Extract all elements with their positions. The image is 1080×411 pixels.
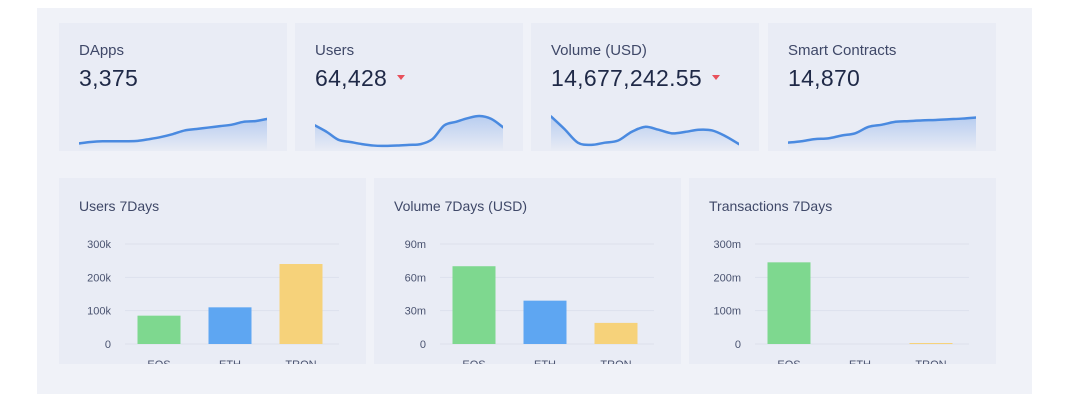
- y-tick-label: 60m: [405, 272, 426, 284]
- x-tick-label: TRON: [915, 359, 946, 364]
- stat-number: 64,428: [315, 65, 388, 91]
- y-tick-label: 300k: [87, 239, 111, 251]
- sparkline: [551, 115, 739, 151]
- x-tick-label: ETH: [219, 359, 241, 364]
- bar-chart: 0 100m 200m 300m EOS ETH TRON: [713, 239, 969, 364]
- bar-eth[interactable]: [208, 307, 252, 344]
- bar-eth[interactable]: [523, 300, 567, 344]
- sparkline-line: [315, 114, 503, 148]
- bar-tron[interactable]: [279, 264, 323, 344]
- sparkline-line: [788, 116, 976, 144]
- stat-number: 3,375: [79, 65, 139, 91]
- bar-eos[interactable]: [137, 315, 181, 344]
- stat-card-volume[interactable]: Volume (USD) 14,677,242.55: [531, 23, 759, 151]
- stat-value: 14,870: [788, 65, 860, 92]
- stat-card-dapps[interactable]: DApps 3,375: [59, 23, 287, 151]
- y-tick-label: 0: [735, 339, 741, 351]
- stat-label: Smart Contracts: [788, 42, 897, 59]
- chart-card-volume-7days: Volume 7Days (USD) 0 30m 60m 90m EOS ETH TRON: [374, 178, 681, 364]
- sparkline-line: [551, 115, 739, 147]
- bar-tron[interactable]: [909, 343, 953, 344]
- stat-label: Volume (USD): [551, 42, 647, 59]
- x-tick-label: EOS: [777, 359, 800, 364]
- chart-title: Volume 7Days (USD): [394, 198, 528, 214]
- y-tick-label: 100k: [87, 306, 111, 318]
- chart-title: Transactions 7Days: [709, 198, 833, 214]
- chart-card-users-7days: Users 7Days 0 100k 200k 300k EOS ETH TRON: [59, 178, 366, 364]
- bar-eos[interactable]: [452, 266, 496, 344]
- stat-number: 14,677,242.55: [551, 65, 702, 91]
- y-tick-label: 0: [420, 339, 426, 351]
- chart-card-transactions-7days: Transactions 7Days 0 100m 200m 300m EOS ETH TR…: [689, 178, 996, 364]
- x-tick-label: ETH: [534, 359, 556, 364]
- stat-label: DApps: [79, 42, 125, 59]
- x-tick-label: TRON: [285, 359, 316, 364]
- trend-down-icon: [397, 75, 406, 81]
- y-tick-label: 0: [105, 339, 111, 351]
- y-tick-label: 90m: [405, 239, 426, 251]
- bar-tron[interactable]: [594, 322, 638, 344]
- sparkline-area: [551, 116, 739, 151]
- trend-down-icon: [712, 75, 720, 81]
- sparkline-area: [788, 117, 976, 151]
- stat-card-users[interactable]: Users 64,428: [295, 23, 523, 151]
- y-tick-label: 200k: [87, 272, 111, 284]
- sparkline: [788, 116, 976, 151]
- sparkline: [315, 114, 503, 151]
- x-tick-label: EOS: [462, 359, 485, 364]
- sparkline: [79, 117, 267, 151]
- x-tick-label: EOS: [147, 359, 170, 364]
- y-tick-label: 300m: [713, 239, 741, 251]
- x-tick-label: TRON: [600, 359, 631, 364]
- bar-eos[interactable]: [767, 262, 811, 344]
- stat-value: 64,428: [315, 65, 406, 92]
- y-tick-label: 30m: [405, 306, 426, 318]
- x-tick-label: ETH: [849, 359, 871, 364]
- chart-title: Users 7Days: [79, 198, 160, 214]
- sparkline-area: [315, 116, 503, 151]
- stat-value: 14,677,242.55: [551, 65, 720, 92]
- bar-chart: 0 100k 200k 300k EOS ETH TRON: [87, 239, 339, 364]
- stat-number: 14,870: [788, 65, 861, 91]
- stat-card-smart-contracts[interactable]: Smart Contracts 14,870: [768, 23, 996, 151]
- stat-value: 3,375: [79, 65, 138, 92]
- y-tick-label: 200m: [713, 272, 741, 284]
- y-tick-label: 100m: [713, 306, 741, 318]
- stat-label: Users: [315, 42, 355, 59]
- bar-chart: 0 30m 60m 90m EOS ETH TRON: [405, 239, 654, 364]
- dashboard-panel: DApps 3,375 Users 64,428 Volume (USD) 14…: [37, 8, 1032, 394]
- sparkline-line: [79, 117, 267, 145]
